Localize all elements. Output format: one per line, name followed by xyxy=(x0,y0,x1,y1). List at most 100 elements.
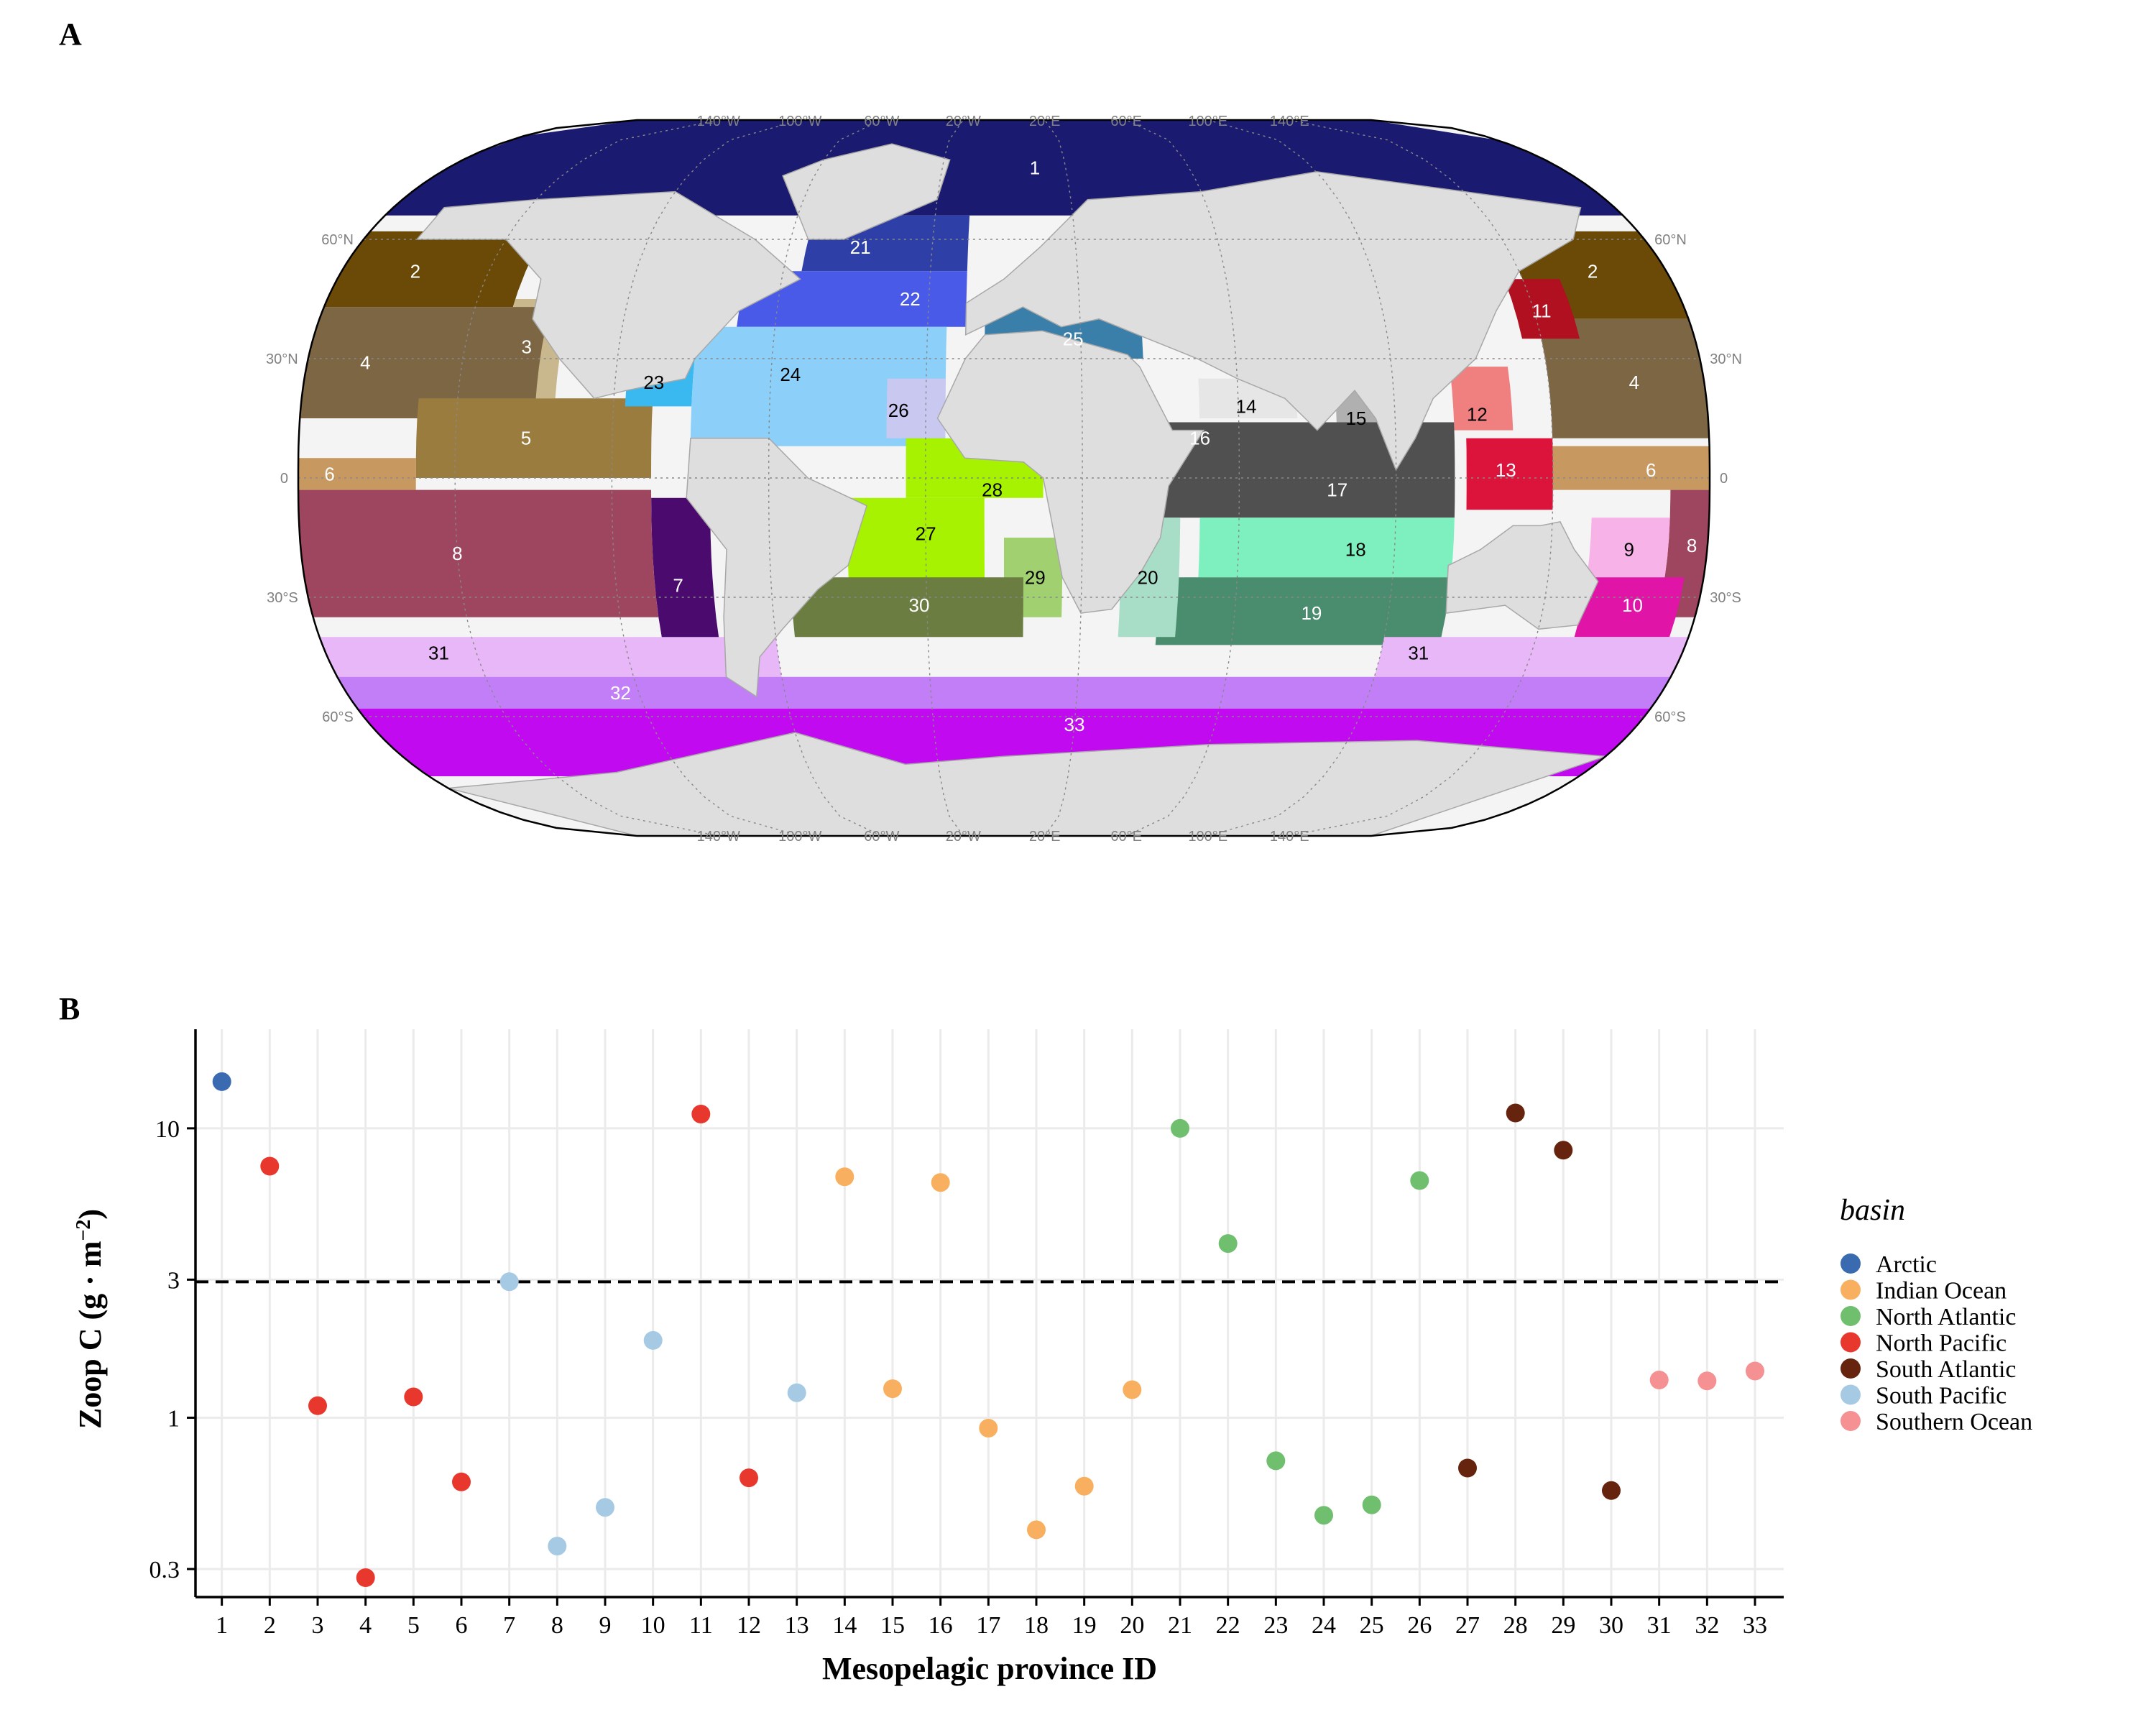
map-lat-label-right: 30°N xyxy=(1710,351,1742,367)
data-point-province-17 xyxy=(979,1419,998,1438)
x-tick-label: 20 xyxy=(1120,1612,1144,1639)
x-tick-label: 27 xyxy=(1455,1612,1480,1639)
legend-label: North Pacific xyxy=(1876,1330,2007,1357)
map-lat-label-left: 60°S xyxy=(322,709,354,725)
province-label-29: 29 xyxy=(1025,566,1046,588)
legend-label: North Atlantic xyxy=(1876,1304,2016,1330)
map-lat-label-right: 60°N xyxy=(1654,232,1687,248)
province-label-32: 32 xyxy=(610,682,631,704)
province-label-21: 21 xyxy=(850,236,871,258)
land-greenland xyxy=(782,143,951,240)
province-region-27 xyxy=(847,497,985,597)
province-region-30 xyxy=(790,577,1023,638)
map-lon-label-bottom: 60°E xyxy=(1110,829,1142,845)
province-label-9: 9 xyxy=(1623,539,1634,561)
map-lat-label-left: 60°N xyxy=(321,232,354,248)
data-point-province-27 xyxy=(1458,1458,1477,1478)
x-tick-label: 28 xyxy=(1503,1612,1528,1639)
graticule xyxy=(298,120,1710,836)
data-point-province-1 xyxy=(212,1072,231,1091)
world-map-mesopelagic-provinces: 140°W 140°W 100°W 100°W 60°W 60°W 20°W 20°W 20°E… xyxy=(266,114,1742,845)
x-tick-label: 15 xyxy=(880,1612,905,1639)
map-outline xyxy=(297,119,1711,837)
map-lon-label-top: 60°E xyxy=(1110,114,1142,129)
x-tick-label: 8 xyxy=(551,1612,563,1639)
province-label-12: 12 xyxy=(1467,404,1488,426)
province-region-17 xyxy=(1160,422,1455,518)
map-lon-label-bottom: 20°E xyxy=(1029,829,1061,845)
province-region-11 xyxy=(1503,279,1580,339)
legend-swatch xyxy=(1841,1279,1861,1300)
x-tick-label: 33 xyxy=(1743,1612,1767,1639)
province-region-4 xyxy=(1536,318,1710,438)
land-north-america xyxy=(415,190,801,400)
data-point-province-12 xyxy=(740,1468,758,1488)
province-region-8 xyxy=(298,489,659,617)
province-label-33: 33 xyxy=(1064,714,1085,735)
legend-label: Southern Ocean xyxy=(1876,1409,2032,1435)
data-point-province-18 xyxy=(1027,1520,1046,1540)
data-point-province-6 xyxy=(452,1472,471,1491)
province-label-14: 14 xyxy=(1236,395,1257,417)
x-tick-label: 29 xyxy=(1551,1612,1575,1639)
province-label-8: 8 xyxy=(452,543,462,564)
data-point-province-32 xyxy=(1697,1371,1717,1391)
map-lon-label-bottom: 100°W xyxy=(778,829,821,845)
x-tick-label: 16 xyxy=(929,1612,953,1639)
province-label-7: 7 xyxy=(673,574,683,596)
x-tick-label: 7 xyxy=(503,1612,515,1639)
province-label-6: 6 xyxy=(1646,459,1656,481)
province-region-19 xyxy=(1155,577,1451,645)
x-tick-label: 26 xyxy=(1407,1612,1432,1639)
data-point-province-13 xyxy=(787,1383,806,1402)
x-tick-label: 17 xyxy=(976,1612,1000,1639)
land-antarctica xyxy=(448,732,1606,836)
province-label-27: 27 xyxy=(916,523,936,545)
map-lat-label-left: 30°N xyxy=(266,351,298,367)
province-label-2: 2 xyxy=(410,260,420,282)
x-tick-label: 9 xyxy=(599,1612,612,1639)
y-tick-label: 1 xyxy=(167,1405,180,1432)
data-point-province-8 xyxy=(548,1537,567,1556)
data-point-province-9 xyxy=(596,1498,614,1517)
map-lat-label-right: 0 xyxy=(1720,471,1728,487)
map-lon-label-top: 100°W xyxy=(778,114,821,129)
y-axis-title-main: Zoop C (g · m xyxy=(73,1241,108,1430)
province-region-22 xyxy=(737,271,967,327)
x-tick-label: 22 xyxy=(1216,1612,1240,1639)
x-tick-label: 12 xyxy=(737,1612,761,1639)
map-lat-label-left: 0 xyxy=(280,471,288,487)
data-point-province-3 xyxy=(308,1396,327,1415)
map-lat-label-right: 60°S xyxy=(1654,709,1686,725)
map-lon-label-bottom: 140°W xyxy=(697,829,740,845)
legend-swatch xyxy=(1841,1358,1861,1379)
x-tick-label: 3 xyxy=(312,1612,324,1639)
legend-swatch xyxy=(1841,1254,1861,1274)
x-tick-label: 5 xyxy=(407,1612,420,1639)
data-point-province-16 xyxy=(931,1173,950,1192)
province-region-7 xyxy=(651,497,722,657)
y-tick-label: 10 xyxy=(155,1116,180,1143)
province-region-10 xyxy=(1574,577,1685,638)
data-point-province-5 xyxy=(404,1387,423,1407)
province-label-15: 15 xyxy=(1345,408,1366,429)
data-point-province-29 xyxy=(1554,1141,1573,1160)
province-label-4: 4 xyxy=(360,352,370,374)
province-label-2: 2 xyxy=(1588,260,1598,282)
x-tick-label: 25 xyxy=(1360,1612,1384,1639)
legend-label: South Pacific xyxy=(1876,1383,2007,1409)
legend-swatch xyxy=(1841,1306,1861,1326)
province-label-8: 8 xyxy=(1687,535,1697,556)
province-label-31: 31 xyxy=(428,643,449,664)
province-label-30: 30 xyxy=(909,594,930,616)
data-point-province-22 xyxy=(1218,1234,1238,1254)
province-region-2 xyxy=(323,231,546,308)
x-axis-title: Mesopelagic province ID xyxy=(822,1651,1157,1686)
province-label-23: 23 xyxy=(643,372,664,393)
map-lon-label-bottom: 140°E xyxy=(1270,829,1309,845)
province-label-3: 3 xyxy=(521,336,531,357)
legend-label: South Atlantic xyxy=(1876,1356,2017,1383)
land-south-america xyxy=(686,437,868,698)
x-tick-label: 19 xyxy=(1072,1612,1097,1639)
